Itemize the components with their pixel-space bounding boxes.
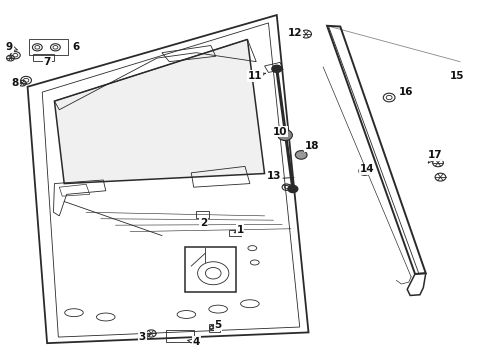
Text: 2: 2 — [200, 218, 207, 228]
Circle shape — [295, 150, 307, 159]
Text: 8: 8 — [12, 78, 20, 88]
Text: 18: 18 — [305, 141, 319, 151]
Text: 15: 15 — [450, 71, 465, 81]
Text: 13: 13 — [267, 171, 282, 181]
Text: 6: 6 — [73, 42, 80, 52]
Text: 12: 12 — [288, 28, 302, 38]
Text: 11: 11 — [247, 71, 266, 81]
Text: 17: 17 — [428, 150, 443, 163]
Text: 10: 10 — [273, 127, 288, 136]
Text: 16: 16 — [399, 87, 414, 97]
Text: 4: 4 — [188, 337, 200, 347]
Text: 5: 5 — [213, 320, 222, 330]
Text: 1: 1 — [234, 225, 244, 235]
Circle shape — [278, 130, 293, 140]
Text: 7: 7 — [44, 57, 51, 67]
Text: 14: 14 — [360, 164, 374, 174]
Text: 3: 3 — [139, 332, 150, 342]
Polygon shape — [54, 40, 265, 184]
Circle shape — [272, 65, 282, 72]
Text: 9: 9 — [6, 42, 17, 52]
Circle shape — [288, 185, 298, 193]
